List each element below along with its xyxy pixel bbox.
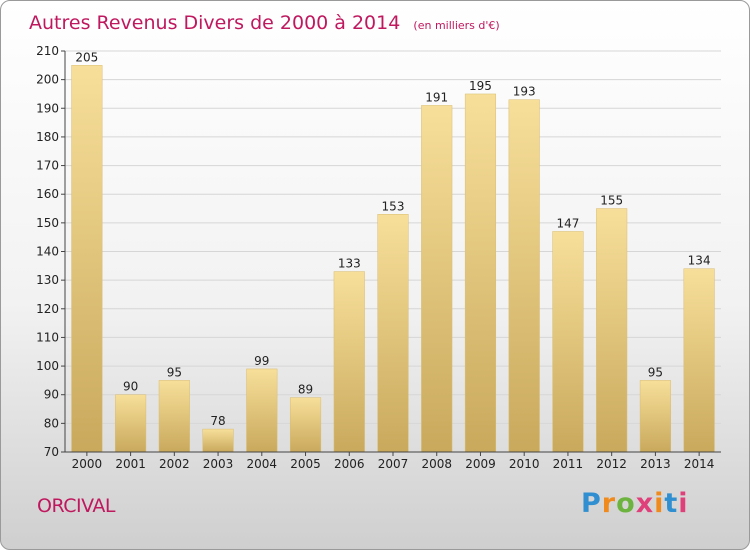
axes: 7080901001101201301401501601701801902002…	[36, 44, 721, 471]
x-tick-label: 2011	[553, 457, 584, 471]
y-tick-label: 180	[36, 130, 59, 144]
x-tick-label: 2010	[509, 457, 540, 471]
bar-value-label: 191	[425, 90, 448, 104]
bar-value-label: 134	[688, 254, 711, 268]
x-tick-label: 2003	[203, 457, 234, 471]
bar	[333, 271, 365, 453]
x-tick-label: 2009	[465, 457, 496, 471]
x-tick-label: 2007	[378, 457, 409, 471]
y-tick-label: 120	[36, 302, 59, 316]
x-tick-label: 2004	[247, 457, 278, 471]
y-tick-label: 70	[44, 445, 59, 459]
x-tick-label: 2012	[596, 457, 627, 471]
x-tick-label: 2002	[159, 457, 190, 471]
bar-value-label: 133	[338, 257, 361, 271]
bar-value-label: 89	[298, 383, 313, 397]
bar	[71, 65, 103, 453]
x-tick-label: 2001	[115, 457, 146, 471]
bar	[377, 214, 409, 453]
bars: 205 90 95 78 99 89 133 153 191 195 193 147 155 95 134	[71, 50, 715, 453]
bar	[508, 99, 540, 453]
y-tick-label: 190	[36, 101, 59, 115]
bar-value-label: 193	[513, 85, 536, 99]
bar-value-label: 78	[210, 414, 225, 428]
x-tick-label: 2008	[421, 457, 452, 471]
y-tick-label: 160	[36, 187, 59, 201]
x-tick-label: 2006	[334, 457, 365, 471]
bar	[596, 208, 628, 453]
chart-title: Autres Revenus Divers de 2000 à 2014 (en…	[29, 12, 500, 34]
bar	[115, 394, 147, 453]
y-tick-label: 210	[36, 44, 59, 58]
y-tick-label: 110	[36, 330, 59, 344]
x-tick-label: 2013	[640, 457, 671, 471]
y-tick-label: 80	[44, 416, 59, 430]
commune-name: ORCIVAL	[37, 495, 115, 517]
bar-value-label: 95	[167, 365, 182, 379]
chart-title-unit: (en milliers d'€)	[413, 19, 499, 32]
y-tick-label: 100	[36, 359, 59, 373]
bar-value-label: 99	[254, 354, 269, 368]
bar	[246, 368, 278, 453]
bar-value-label: 155	[600, 194, 623, 208]
y-tick-label: 150	[36, 216, 59, 230]
bar	[552, 231, 584, 453]
bar-value-label: 153	[382, 199, 405, 213]
x-tick-label: 2005	[290, 457, 321, 471]
chart-title-main: Autres Revenus Divers de 2000 à 2014	[29, 12, 400, 34]
bar-value-label: 95	[648, 365, 663, 379]
y-tick-label: 170	[36, 159, 59, 173]
x-tick-label: 2000	[72, 457, 103, 471]
bar	[202, 428, 234, 453]
y-tick-label: 140	[36, 245, 59, 259]
y-tick-label: 90	[44, 388, 59, 402]
bar-value-label: 90	[123, 380, 138, 394]
bar	[421, 105, 453, 453]
bar-value-label: 147	[556, 216, 579, 230]
y-tick-label: 200	[36, 73, 59, 87]
x-tick-label: 2014	[684, 457, 715, 471]
y-tick-label: 130	[36, 273, 59, 287]
proxiti-logo[interactable]: Proxiti	[581, 488, 689, 519]
bar	[464, 93, 497, 453]
bar-value-label: 205	[75, 50, 98, 64]
bar	[639, 380, 671, 453]
bar-value-label: 195	[469, 79, 492, 93]
bar	[289, 397, 322, 453]
bar	[683, 268, 715, 453]
bar	[158, 380, 190, 453]
